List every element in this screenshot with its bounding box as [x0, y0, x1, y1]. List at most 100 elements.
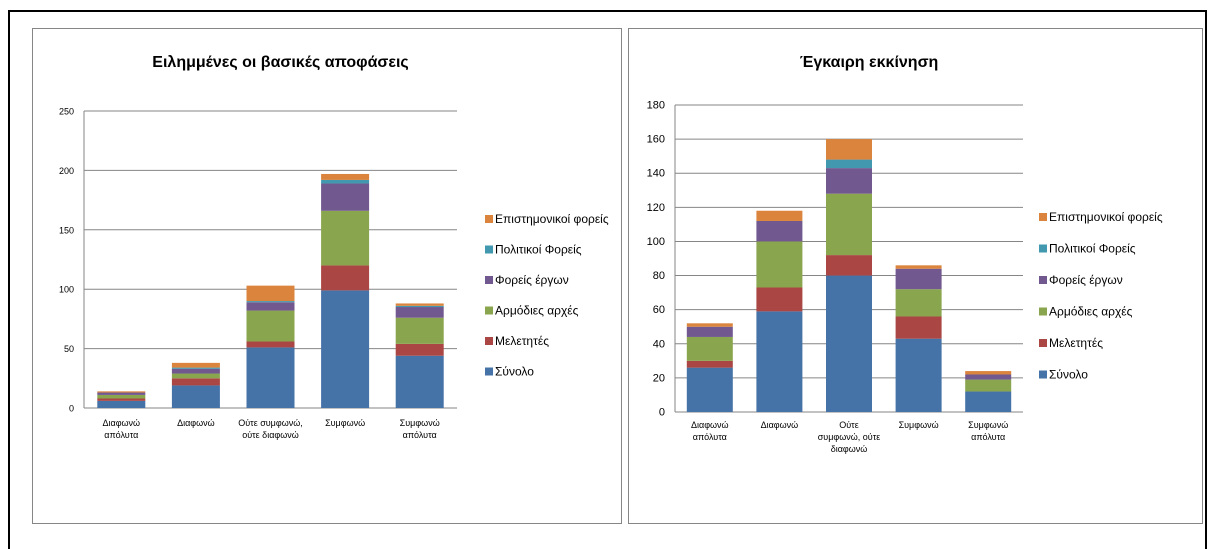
bar-segment	[246, 301, 295, 303]
bar-segment	[395, 343, 444, 356]
outer-frame	[8, 10, 1207, 549]
bar-segment	[686, 323, 733, 327]
y-tick-label: 80	[653, 270, 665, 282]
legend-label: Φορείς έργων	[495, 273, 569, 287]
chart-title: Ειλημμένες οι βασικές αποφάσεις	[152, 54, 408, 71]
x-tick-label: Ούτε συμφωνώ, ούτε διαφωνώ	[238, 418, 303, 440]
x-tick-label: Συμφωνώ	[899, 420, 939, 430]
legend-label: Σύνολο	[495, 365, 534, 379]
x-tick-label: Συμφωνώ	[325, 418, 365, 428]
y-tick-label: 140	[647, 168, 665, 180]
y-tick-label: 120	[647, 202, 665, 214]
y-tick-label: 100	[647, 236, 665, 248]
chart-basic-decisions: Ειλημμένες οι βασικές αποφάσεις 0 50 100 150…	[32, 28, 622, 524]
y-tick-label: 20	[653, 372, 665, 384]
y-tick-label: 150	[59, 225, 74, 235]
y-tick-label: 40	[653, 338, 665, 350]
bar-segment	[171, 378, 220, 386]
bar-segment	[965, 391, 1012, 412]
legend-swatch	[485, 276, 493, 284]
bar-segment	[171, 373, 220, 379]
bar-segment	[321, 290, 370, 408]
bar-segment	[246, 310, 295, 342]
bar-segment	[321, 179, 370, 184]
bar-segment	[826, 168, 872, 194]
bar-segment	[395, 303, 444, 306]
bar-segment	[321, 210, 370, 266]
x-tick-label: Συμφωνώ απόλυτα	[968, 420, 1008, 442]
legend-label: Επιστημονικοί φορείς	[1049, 210, 1163, 224]
bar-segment	[826, 159, 872, 169]
bar-segment	[756, 220, 803, 242]
x-tick-label: Ούτε συμφωνώ, ούτε διαφωνώ	[818, 420, 881, 454]
legend-swatch	[1039, 276, 1047, 284]
chart-title: Έγκαιρη εκκίνηση	[800, 54, 939, 71]
bar-segment	[321, 173, 370, 180]
bar-segment	[171, 367, 220, 369]
bar-segment	[246, 347, 295, 408]
bar-segment	[826, 193, 872, 256]
bar-segment	[395, 317, 444, 344]
bar-segment	[246, 285, 295, 302]
bar-segment	[756, 287, 803, 312]
bar-segment	[826, 139, 872, 160]
legend-swatch	[1039, 244, 1047, 253]
legend-swatch	[1039, 213, 1047, 221]
bar-segment	[756, 210, 803, 221]
legend-swatch	[485, 367, 493, 376]
legend-label: Μελετητές	[495, 334, 549, 348]
y-tick-label: 250	[59, 107, 74, 117]
legend-label: Σύνολο	[1049, 368, 1088, 382]
legend-swatch	[1039, 307, 1047, 316]
y-tick-label: 200	[59, 166, 74, 176]
bar-segment	[686, 360, 733, 368]
y-tick-label: 100	[59, 285, 74, 295]
bar-segment	[965, 371, 1012, 375]
legend-label: Πολιτικοί Φορείς	[495, 243, 582, 257]
y-tick-label: 180	[647, 100, 665, 112]
bar-segment	[756, 241, 803, 288]
bar-segment	[686, 367, 733, 412]
bar-segment	[97, 394, 146, 399]
legend-swatch	[1039, 370, 1047, 379]
bar-segment	[171, 385, 220, 408]
y-tick-label: 60	[653, 304, 665, 316]
bar-segment	[171, 368, 220, 374]
bar-segment	[97, 392, 146, 395]
legend-swatch	[1039, 339, 1047, 347]
bar-segment	[895, 289, 942, 317]
bar-segment	[686, 336, 733, 361]
legend-label: Αρμόδιες αρχές	[495, 304, 579, 318]
x-tick-label: Διαφωνώ	[177, 418, 215, 428]
bar-segment	[895, 265, 942, 269]
legend-label: Φορείς έργων	[1049, 273, 1123, 287]
bar-segment	[826, 255, 872, 276]
y-tick-label: 50	[64, 344, 74, 354]
legend-swatch	[485, 215, 493, 223]
bar-segment	[965, 379, 1012, 392]
y-tick-label: 0	[69, 404, 74, 414]
legend-label: Μελετητές	[1049, 336, 1103, 350]
bar-segment	[686, 326, 733, 337]
x-tick-label: Διαφωνώ απόλυτα	[691, 420, 729, 442]
y-tick-label: 0	[659, 407, 665, 419]
bar-segment	[97, 400, 146, 408]
bar-segment	[756, 311, 803, 412]
bar-segment	[395, 307, 444, 318]
bar-segment	[895, 338, 942, 412]
bar-segment	[246, 341, 295, 348]
legend-label: Αρμόδιες αρχές	[1049, 305, 1133, 319]
bar-segment	[965, 374, 1012, 380]
bar-segment	[395, 355, 444, 408]
bar-segment	[171, 362, 220, 368]
x-tick-label: Διαφωνώ απόλυτα	[102, 418, 140, 440]
bar-segment	[97, 398, 146, 401]
bar-segment	[246, 302, 295, 311]
legend-label: Επιστημονικοί φορείς	[495, 212, 609, 226]
bar-segment	[895, 316, 942, 339]
x-tick-label: Διαφωνώ	[761, 420, 799, 430]
legend-label: Πολιτικοί Φορείς	[1049, 242, 1136, 256]
bar-segment	[895, 268, 942, 290]
bar-segment	[321, 265, 370, 291]
x-tick-label: Συμφωνώ απόλυτα	[400, 418, 440, 440]
